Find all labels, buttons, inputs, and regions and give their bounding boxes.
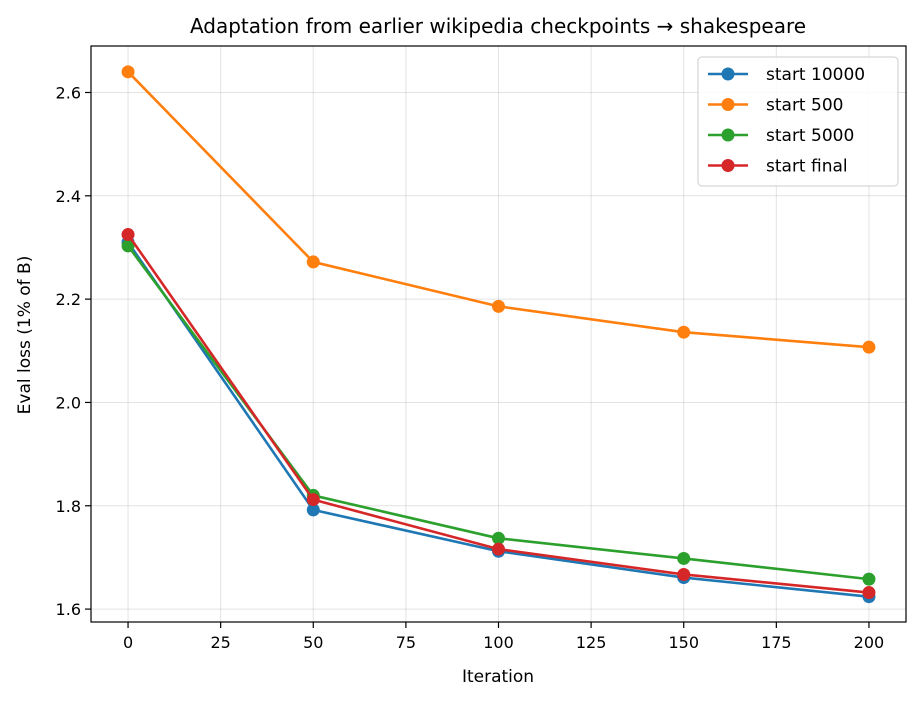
legend-marker [721, 159, 735, 172]
legend-label: start final [766, 157, 848, 177]
data-point [492, 531, 505, 545]
x-tick-label: 125 [576, 633, 607, 652]
y-tick-label: 1.6 [56, 600, 81, 619]
y-tick-label: 2.2 [56, 290, 81, 309]
legend-marker [721, 67, 735, 81]
legend-item: start 5000 [708, 126, 854, 146]
legend-item: start 10000 [708, 65, 865, 85]
data-point [492, 542, 505, 556]
legend-label: start 5000 [766, 126, 854, 146]
y-tick-label: 2.6 [56, 83, 81, 102]
x-tick-label: 150 [668, 633, 699, 652]
series-layer [121, 65, 876, 604]
data-point [862, 340, 876, 354]
chart-title: Adaptation from earlier wikipedia checkp… [190, 14, 806, 38]
y-axis: 1.6 1.8 2.0 2.2 2.4 2.6 [56, 83, 91, 619]
y-tick-label: 2.0 [56, 393, 81, 412]
data-point [677, 325, 691, 339]
data-point [492, 299, 505, 313]
legend-item: start 500 [708, 96, 843, 116]
y-axis-label: Eval loss (1% of B) [15, 256, 35, 415]
y-tick-label: 1.8 [56, 497, 81, 516]
x-tick-label: 0 [123, 633, 133, 652]
data-point [306, 255, 320, 269]
data-point [677, 551, 691, 565]
legend-label: start 10000 [766, 65, 865, 85]
x-tick-label: 175 [761, 633, 792, 652]
legend-label: start 500 [766, 96, 843, 116]
series [121, 228, 876, 600]
x-tick-label: 100 [483, 633, 514, 652]
legend: start 10000 start 500 start 5000 start fina… [697, 56, 899, 187]
data-point [306, 493, 320, 507]
data-point [121, 239, 135, 253]
x-tick-label: 50 [303, 633, 323, 652]
data-point [862, 572, 876, 586]
x-axis: 0 25 50 75 100 125 150 175 200 [123, 622, 884, 652]
series [121, 65, 876, 354]
grid [91, 46, 906, 622]
x-tick-label: 200 [854, 633, 885, 652]
legend-item: start final [708, 157, 848, 177]
data-point [121, 228, 135, 242]
data-point [306, 503, 320, 517]
legend-box [697, 56, 899, 187]
y-tick-label: 2.4 [56, 187, 81, 206]
legend-marker [721, 98, 735, 111]
x-tick-label: 25 [210, 633, 230, 652]
legend-marker [721, 128, 735, 142]
data-point [121, 65, 135, 79]
x-tick-label: 75 [396, 633, 416, 652]
data-point [862, 586, 876, 600]
data-point [677, 567, 691, 581]
x-axis-label: Iteration [462, 667, 534, 687]
